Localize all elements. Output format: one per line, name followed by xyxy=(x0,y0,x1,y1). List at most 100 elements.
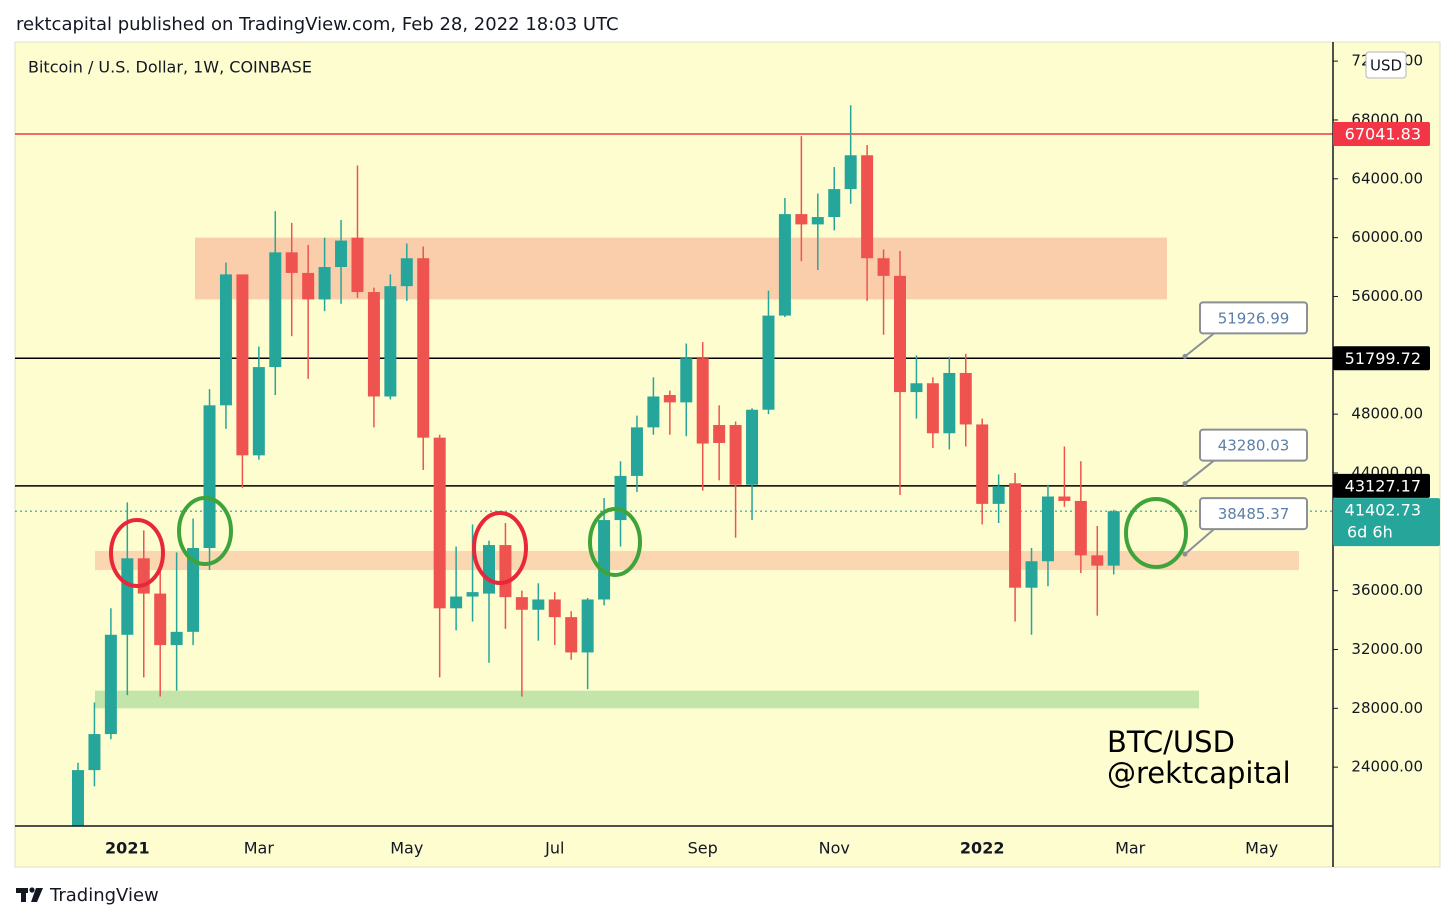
callout-point xyxy=(1182,353,1188,359)
candle-body xyxy=(548,599,561,618)
y-tick-label: 64000.00 xyxy=(1351,169,1423,187)
candle-body xyxy=(976,424,989,504)
price-labels: 67041.83 51799.72 43127.17 41402.73 6d 6h 519… xyxy=(1182,122,1440,557)
candle-body xyxy=(351,237,364,293)
x-tick-label: Mar xyxy=(244,839,275,858)
candle-body xyxy=(844,155,857,190)
candle-body xyxy=(515,597,528,610)
callout-label: 38485.37 xyxy=(1218,505,1290,523)
callout-label: 43280.03 xyxy=(1218,437,1290,455)
candle-body xyxy=(121,558,134,635)
candle-body xyxy=(285,252,298,273)
candle-body xyxy=(170,631,183,646)
candle-body xyxy=(1009,483,1022,588)
x-tick-label: Mar xyxy=(1115,839,1146,858)
currency-label: USD xyxy=(1370,57,1402,75)
candle-body xyxy=(778,214,791,316)
zone xyxy=(95,690,1199,709)
last-price-label: 41402.73 xyxy=(1345,501,1421,520)
watermark-line: BTC/USD xyxy=(1107,725,1235,759)
candle-body xyxy=(219,274,232,406)
candle-body xyxy=(88,734,101,771)
candle-body xyxy=(828,189,841,218)
candle-body xyxy=(696,358,709,444)
candle-body xyxy=(137,558,150,594)
candle-body xyxy=(236,274,249,456)
candle-body xyxy=(647,396,660,428)
candle-body xyxy=(417,258,430,438)
annotation-circles xyxy=(109,496,1188,588)
last-price-box xyxy=(1333,498,1440,547)
red-circle xyxy=(472,511,528,585)
callout-point xyxy=(1182,551,1188,557)
candle-body xyxy=(680,358,693,403)
chart-title: Bitcoin / U.S. Dollar, 1W, COINBASE xyxy=(28,58,312,77)
watermark-line: @rektcapital xyxy=(1107,756,1291,790)
candle-body xyxy=(729,425,742,485)
callout-point xyxy=(1182,481,1188,487)
price-label-box xyxy=(1333,122,1430,147)
candle-body xyxy=(598,520,611,600)
currency-badge xyxy=(1365,51,1407,79)
candle-body xyxy=(203,405,216,548)
candle-body xyxy=(713,425,726,443)
candle-body xyxy=(1107,511,1120,566)
y-tick-label: 32000.00 xyxy=(1351,640,1423,658)
publish-header: rektcapital published on TradingView.com… xyxy=(16,14,619,35)
logo-part xyxy=(31,888,43,902)
price-label: 67041.83 xyxy=(1345,125,1421,144)
candle-body xyxy=(746,409,759,485)
green-circle xyxy=(177,496,233,566)
candle-body xyxy=(318,267,331,300)
callout-pointer xyxy=(1184,332,1215,358)
logo-part xyxy=(21,888,26,902)
candle-body xyxy=(959,372,972,425)
x-tick-label: Sep xyxy=(688,839,718,858)
candle-body xyxy=(910,383,923,393)
candle-body xyxy=(367,292,380,397)
logo-part xyxy=(29,887,35,893)
candle-body xyxy=(72,770,84,826)
candle-body xyxy=(1025,561,1038,588)
y-tick-label: 24000.00 xyxy=(1351,758,1423,776)
x-tick-label: Jul xyxy=(544,839,564,858)
price-label: 51799.72 xyxy=(1345,349,1421,368)
candle-body xyxy=(450,596,463,609)
candle-body xyxy=(811,217,824,225)
callout-pointer xyxy=(1184,459,1215,485)
candle-body xyxy=(795,214,808,225)
candle-body xyxy=(483,545,495,594)
callout-box xyxy=(1199,428,1308,462)
candle-body xyxy=(499,545,512,598)
candle-body xyxy=(630,427,643,476)
candle-body xyxy=(565,617,578,653)
candle-body xyxy=(187,547,200,632)
candle-body xyxy=(335,240,348,268)
price-lines xyxy=(15,133,1333,512)
candle-body xyxy=(252,367,265,456)
footer-brand: TradingView xyxy=(49,885,159,906)
candle-body xyxy=(1058,496,1071,501)
candle-body xyxy=(104,634,117,735)
y-tick-label: 60000.00 xyxy=(1351,228,1423,246)
x-tick-label: May xyxy=(1245,839,1278,858)
candle-body xyxy=(302,272,315,300)
candle-body xyxy=(861,155,874,259)
candle-body xyxy=(154,593,167,646)
candle-body xyxy=(894,275,906,393)
callout-box xyxy=(1199,301,1308,335)
candle-body xyxy=(269,252,282,368)
candle-body xyxy=(992,486,1005,504)
green-circle xyxy=(1124,497,1188,569)
candle-body xyxy=(1041,496,1054,562)
price-label-box xyxy=(1333,346,1430,371)
candle-body xyxy=(926,383,939,434)
y-tick-label: 36000.00 xyxy=(1351,581,1423,599)
candle-body xyxy=(943,372,956,434)
candle-body xyxy=(400,258,413,287)
y-tick-label: 56000.00 xyxy=(1351,287,1423,305)
callout-label: 51926.99 xyxy=(1218,309,1290,327)
y-tick-label: 48000.00 xyxy=(1351,405,1423,423)
candle-body xyxy=(663,395,676,403)
